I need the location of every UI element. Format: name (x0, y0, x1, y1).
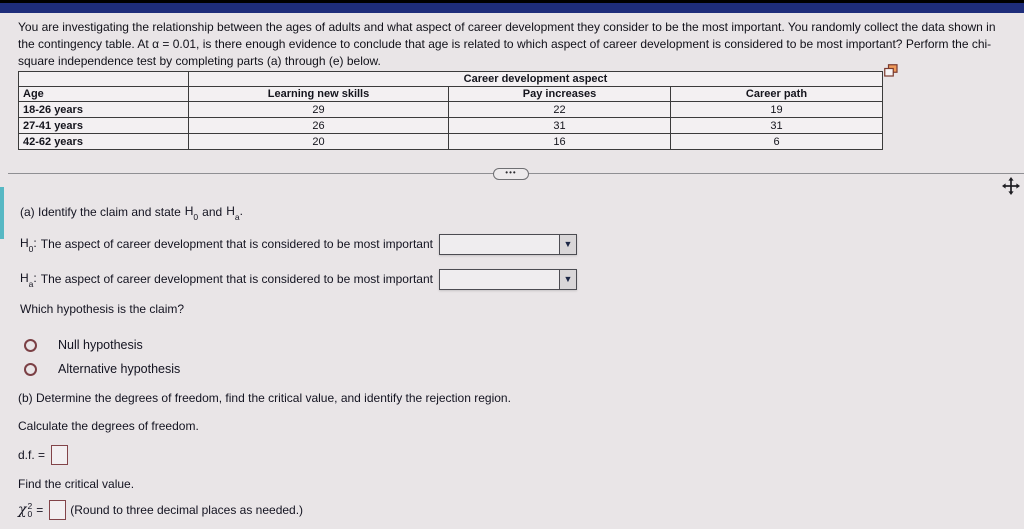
left-edge-accent (0, 187, 4, 239)
h0-symbol: H0: (20, 235, 37, 255)
table-corner-blank (18, 71, 189, 87)
equals-sign: = (36, 503, 44, 517)
row-label: 27-41 years (18, 117, 189, 134)
ha-dropdown-value[interactable] (440, 270, 559, 289)
df-input[interactable] (51, 445, 69, 465)
radio-option-null[interactable]: Null hypothesis (24, 337, 143, 353)
h0-symbol: H0 (184, 204, 199, 223)
df-label: d.f. = (18, 448, 46, 462)
table-cell: 26 (188, 117, 449, 134)
ha-symbol: Ha. (226, 204, 243, 223)
ha-statement: The aspect of career development that is… (40, 272, 433, 286)
table-cell: 16 (448, 133, 671, 150)
part-a-heading: (a) Identify the claim and state H0 and … (20, 204, 243, 223)
table-col-header-careerpath: Career path (670, 86, 883, 102)
table-row-header: Age (18, 86, 189, 102)
row-label: 42-62 years (18, 133, 189, 150)
ha-symbol: Ha: (20, 270, 37, 290)
popout-table-icon[interactable] (884, 64, 898, 77)
table-cell: 31 (448, 117, 671, 134)
dropdown-arrow-button[interactable]: ▼ (558, 234, 576, 254)
claim-question: Which hypothesis is the claim? (20, 302, 185, 316)
dropdown-arrow-icon: ▼ (563, 274, 573, 284)
rounding-note: (Round to three decimal places as needed… (70, 503, 304, 517)
df-answer-row: d.f. = (18, 444, 69, 466)
radio-option-alternative[interactable]: Alternative hypothesis (24, 361, 180, 377)
ha-hypothesis-row: Ha: The aspect of career development tha… (20, 268, 577, 290)
ellipsis-icon: ••• (505, 167, 517, 177)
row-label: 18-26 years (18, 101, 189, 118)
part-b-heading: (b) Determine the degrees of freedom, fi… (18, 391, 511, 405)
critical-value-instruction: Find the critical value. (18, 477, 135, 491)
table-row: 27-41 years 26 31 31 (18, 117, 883, 134)
table-col-header-pay: Pay increases (448, 86, 671, 102)
dropdown-arrow-button[interactable]: ▼ (558, 269, 576, 289)
radio-button-null[interactable] (24, 338, 37, 352)
table-col-header-learning: Learning new skills (188, 86, 449, 102)
radio-label: Null hypothesis (58, 338, 143, 352)
radio-button-alternative[interactable] (24, 362, 37, 376)
df-instruction: Calculate the degrees of freedom. (18, 419, 199, 433)
table-cell: 31 (670, 117, 883, 134)
ha-answer-dropdown[interactable]: ▼ (438, 268, 577, 290)
h0-answer-dropdown[interactable]: ▼ (438, 233, 577, 255)
h0-dropdown-value[interactable] (440, 235, 559, 254)
move-icon[interactable] (1001, 176, 1021, 196)
radio-label: Alternative hypothesis (58, 362, 181, 376)
table-span-header: Career development aspect (188, 71, 883, 87)
h0-statement: The aspect of career development that is… (40, 237, 433, 251)
window-top-bar (0, 0, 1024, 13)
table-row: 18-26 years 29 22 19 (18, 101, 883, 118)
table-cell: 22 (448, 101, 671, 118)
table-row: 42-62 years 20 16 6 (18, 133, 883, 150)
divider-ellipsis-handle[interactable]: ••• (493, 168, 529, 180)
critical-value-input[interactable] (49, 500, 67, 520)
table-cell: 19 (670, 101, 883, 118)
contingency-table: Career development aspect Age Learning n… (18, 71, 883, 150)
dropdown-arrow-icon: ▼ (563, 239, 573, 249)
table-cell: 20 (188, 133, 449, 150)
problem-statement: You are investigating the relationship b… (18, 20, 996, 68)
table-cell: 6 (670, 133, 883, 150)
table-cell: 29 (188, 101, 449, 118)
h0-hypothesis-row: H0: The aspect of career development tha… (20, 233, 577, 255)
